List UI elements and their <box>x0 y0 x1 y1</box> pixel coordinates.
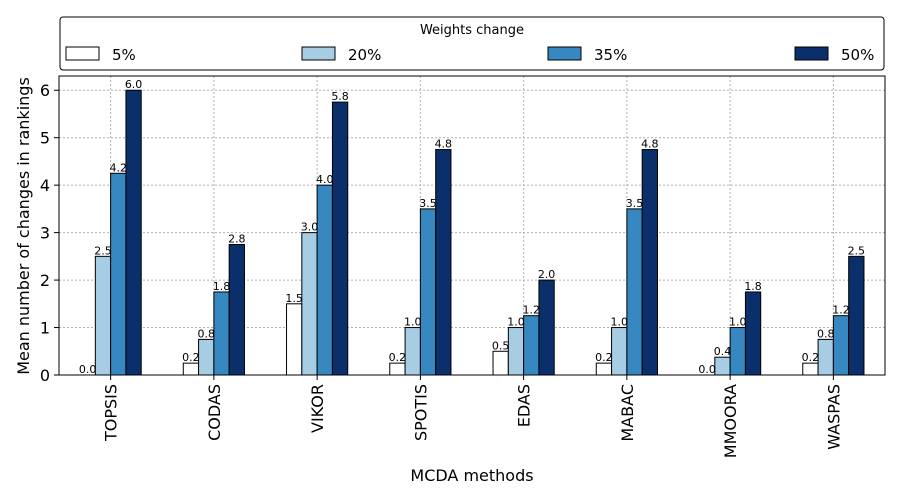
x-tick-label: WASPAS <box>824 384 843 450</box>
bar <box>832 315 850 376</box>
legend-items: 5% 20% 35% 50% <box>65 46 874 64</box>
data-label: 2.5 <box>848 244 866 257</box>
bar <box>404 327 421 376</box>
y-tick-label: 6 <box>40 81 50 100</box>
data-label: 1.0 <box>404 316 422 329</box>
data-label: 3.5 <box>419 197 437 210</box>
data-label: 0.8 <box>197 327 215 340</box>
data-label: 1.8 <box>213 280 231 293</box>
data-label: 0.2 <box>802 351 820 364</box>
data-label: 0.0 <box>79 363 97 376</box>
data-label: 0.2 <box>182 351 200 364</box>
bar <box>538 279 555 376</box>
bar <box>595 362 613 376</box>
bar <box>110 172 127 376</box>
bar <box>507 327 525 376</box>
legend: Weights change 5% 20% 35% 50% <box>59 16 885 71</box>
plot-frame <box>58 75 886 376</box>
y-tick-label: 5 <box>40 129 50 148</box>
data-label: 0.0 <box>698 363 716 376</box>
y-tick-label: 4 <box>40 176 50 195</box>
legend-swatch <box>65 46 100 61</box>
data-label: 3.5 <box>626 197 644 210</box>
x-tick-label: MABAC <box>618 384 637 442</box>
data-label: 1.8 <box>744 280 762 293</box>
bar <box>94 255 112 376</box>
x-axis: TOPSIS CODAS VIKOR SPOTIS EDAS MABAC MMOORA WAS… <box>102 375 843 458</box>
y-tick-label: 3 <box>40 224 50 243</box>
legend-frame <box>59 16 885 71</box>
data-label: 2.8 <box>228 232 246 245</box>
data-label: 3.0 <box>301 221 319 234</box>
data-label: 1.5 <box>285 292 303 305</box>
bar <box>125 89 142 376</box>
data-label: 5.8 <box>331 90 349 103</box>
bar <box>714 356 731 376</box>
data-labels: 0.00.21.50.20.50.20.00.22.50.83.01.0 1.0 1… <box>79 78 865 376</box>
data-label: 1.0 <box>507 316 525 329</box>
bar <box>729 327 746 376</box>
legend-label: 35% <box>594 46 627 64</box>
bar <box>419 208 437 376</box>
x-axis-title: MCDA methods <box>410 466 533 485</box>
bar <box>286 303 303 376</box>
y-tick-label: 1 <box>40 319 50 338</box>
data-label: 4.2 <box>110 161 128 174</box>
bar <box>316 184 333 376</box>
legend-label: 20% <box>348 46 381 64</box>
legend-swatch <box>547 46 582 61</box>
bar <box>331 101 349 376</box>
bar <box>817 338 834 376</box>
bar <box>744 291 762 376</box>
bar <box>213 291 230 376</box>
x-tick-label: TOPSIS <box>102 384 121 442</box>
y-axis: 0 1 2 3 4 5 6 <box>40 81 59 385</box>
y-tick-label: 2 <box>40 271 50 290</box>
bar <box>611 327 628 376</box>
bar <box>182 362 200 376</box>
bar <box>641 149 658 376</box>
x-tick-label: CODAS <box>205 384 224 441</box>
legend-swatch <box>794 46 829 61</box>
bar <box>228 243 245 376</box>
bars <box>94 89 865 376</box>
data-label: 0.5 <box>492 339 510 352</box>
data-label: 1.0 <box>610 316 628 329</box>
data-label: 1.0 <box>729 316 747 329</box>
data-label: 2.5 <box>94 244 112 257</box>
bar <box>492 350 509 376</box>
data-label: 0.4 <box>714 345 732 358</box>
data-label: 1.2 <box>832 304 850 317</box>
data-label: 6.0 <box>125 78 143 91</box>
x-tick-label: SPOTIS <box>411 384 430 441</box>
bar <box>198 338 215 376</box>
legend-title: Weights change <box>420 23 524 38</box>
y-axis-title: Mean number of changes in rankings <box>14 77 33 375</box>
x-tick-label: EDAS <box>515 384 534 427</box>
data-label: 0.2 <box>595 351 613 364</box>
y-tick-label: 0 <box>40 366 50 385</box>
x-tick-label: MMOORA <box>721 384 740 458</box>
legend-swatch <box>301 46 336 61</box>
data-label: 4.8 <box>435 138 453 151</box>
bar <box>848 255 865 376</box>
bar <box>389 362 406 376</box>
data-label: 4.0 <box>316 173 334 186</box>
data-label: 4.8 <box>641 138 659 151</box>
bar <box>523 315 540 376</box>
legend-label: 50% <box>841 46 874 64</box>
x-tick-label: VIKOR <box>308 384 327 433</box>
legend-label: 5% <box>112 46 136 64</box>
bar <box>435 149 452 376</box>
bar <box>626 208 643 376</box>
data-label: 2.0 <box>538 268 556 281</box>
bar <box>802 362 819 376</box>
bar <box>301 232 318 376</box>
data-label: 0.2 <box>389 351 407 364</box>
data-label: 1.2 <box>523 304 541 317</box>
data-label: 0.8 <box>817 327 835 340</box>
